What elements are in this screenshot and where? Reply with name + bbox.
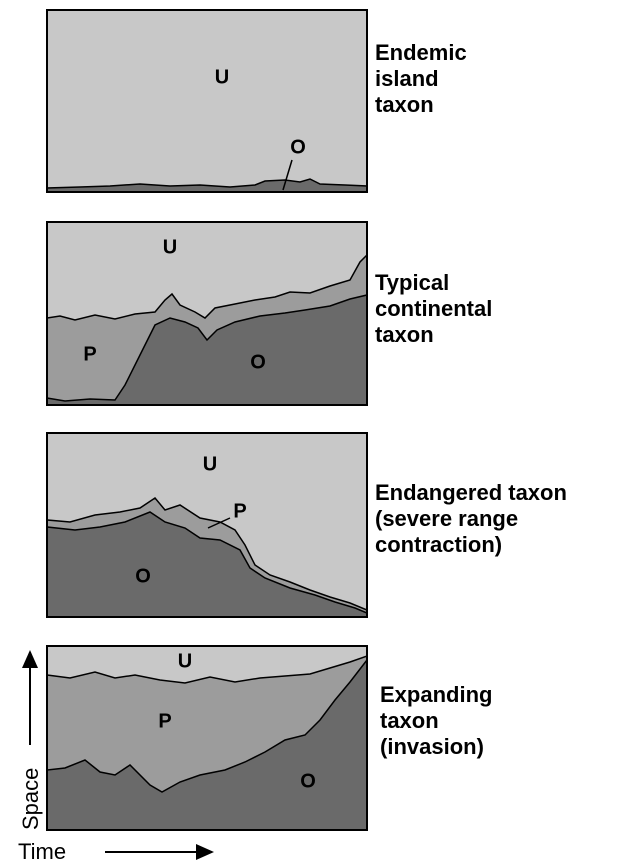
label-p: P bbox=[158, 710, 171, 732]
frame bbox=[46, 9, 368, 193]
caption: Expanding taxon (invasion) bbox=[380, 682, 492, 759]
frame bbox=[46, 221, 368, 406]
label-p: P bbox=[233, 500, 246, 522]
caption: Endangered taxon (severe range contraction… bbox=[375, 480, 567, 557]
label-p: P bbox=[83, 343, 96, 365]
label-o: O bbox=[290, 136, 306, 158]
panel-endangered: U P O Endangered taxon (severe range contr… bbox=[46, 432, 567, 618]
label-u: U bbox=[178, 650, 192, 672]
label-u: U bbox=[163, 236, 177, 258]
label-u: U bbox=[203, 453, 217, 475]
area-o bbox=[46, 294, 368, 406]
area-o bbox=[46, 511, 368, 618]
x-axis-label: Time bbox=[18, 839, 66, 864]
area-o bbox=[46, 657, 368, 831]
pointer bbox=[207, 517, 231, 529]
y-axis-label: Space bbox=[18, 768, 43, 830]
panel-endemic: U O Endemic island taxon bbox=[46, 9, 467, 193]
area-o bbox=[46, 178, 368, 193]
pointer bbox=[282, 159, 293, 191]
panel-expanding: U P O Expanding taxon (invasion) bbox=[46, 645, 492, 831]
label-o: O bbox=[250, 351, 266, 373]
label-u: U bbox=[215, 66, 229, 88]
caption: Typical continental taxon bbox=[375, 270, 492, 347]
frame bbox=[46, 645, 368, 831]
area-u bbox=[47, 10, 367, 192]
label-o: O bbox=[300, 770, 316, 792]
panel-continental: U P O Typical continental taxon bbox=[46, 221, 492, 406]
label-o: O bbox=[135, 565, 151, 587]
frame bbox=[46, 432, 368, 618]
caption: Endemic island taxon bbox=[375, 40, 467, 117]
